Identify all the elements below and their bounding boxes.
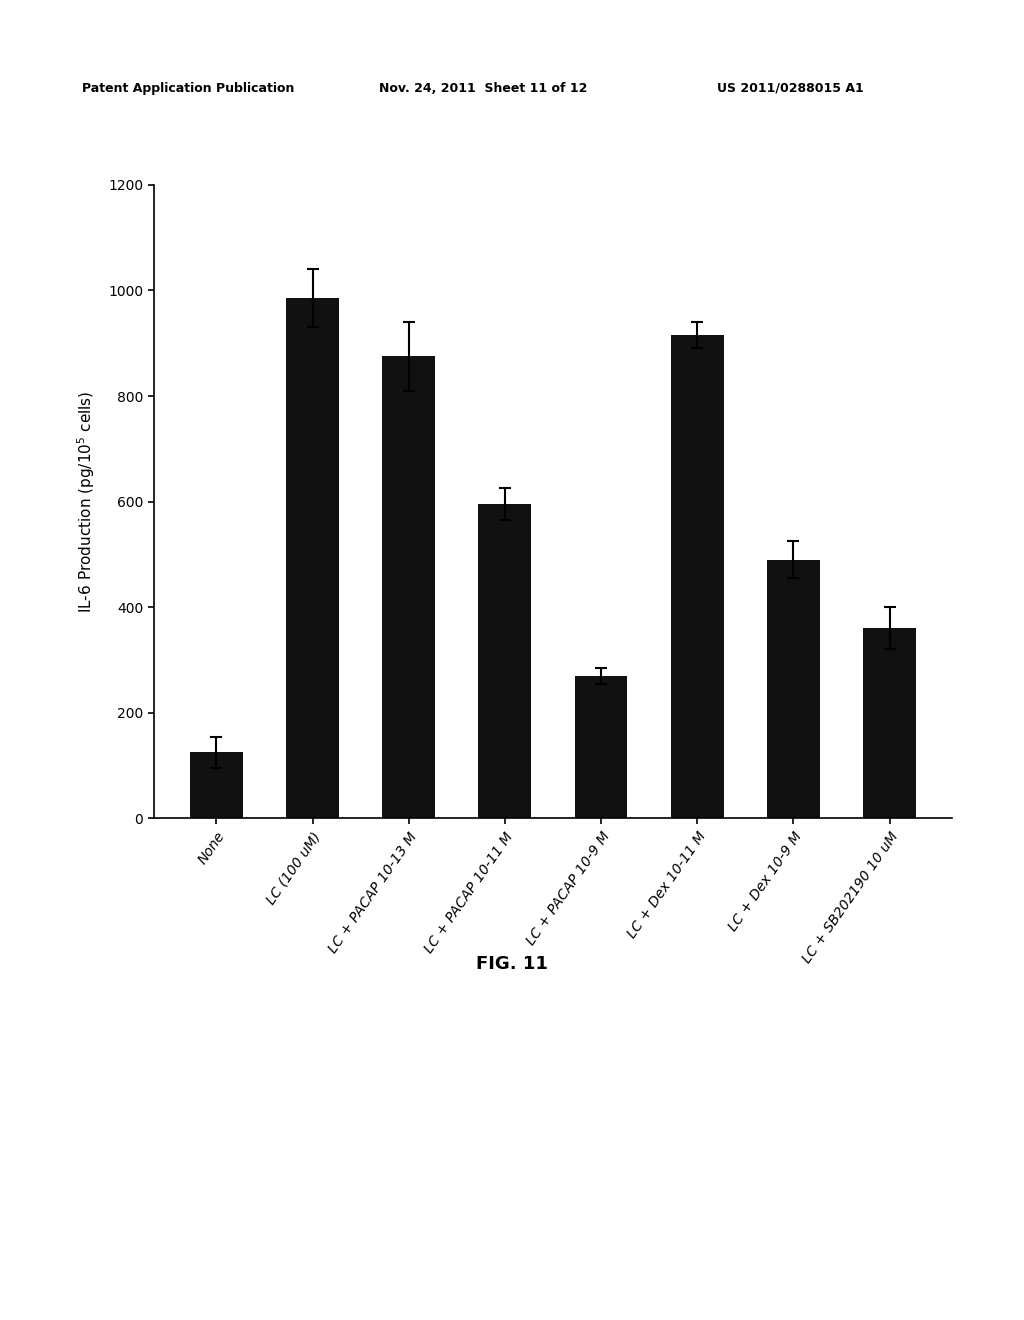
Bar	[286, 298, 339, 818]
Text: Nov. 24, 2011  Sheet 11 of 12: Nov. 24, 2011 Sheet 11 of 12	[379, 82, 587, 95]
Bar	[574, 676, 628, 818]
Bar	[767, 560, 820, 818]
Bar	[863, 628, 916, 818]
Bar	[382, 356, 435, 818]
Bar	[478, 504, 531, 818]
Bar	[189, 752, 243, 818]
Text: Patent Application Publication: Patent Application Publication	[82, 82, 294, 95]
Y-axis label: IL-6 Production (pg/10$^5$ cells): IL-6 Production (pg/10$^5$ cells)	[75, 391, 97, 612]
Text: FIG. 11: FIG. 11	[476, 954, 548, 973]
Text: US 2011/0288015 A1: US 2011/0288015 A1	[717, 82, 863, 95]
Bar	[671, 335, 724, 818]
